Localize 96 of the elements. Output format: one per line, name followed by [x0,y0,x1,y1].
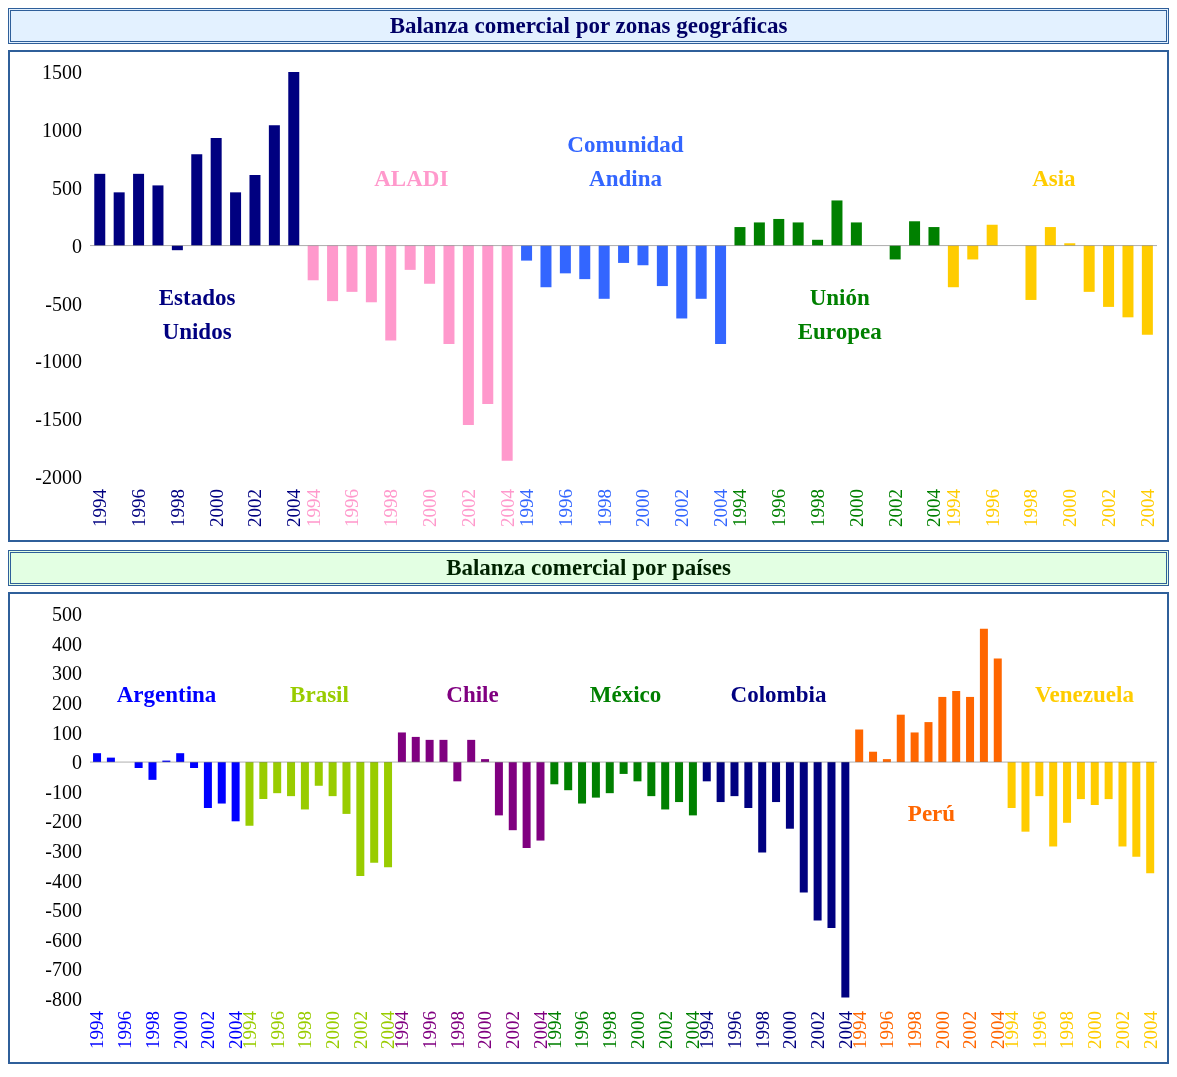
y-tick-label: 1500 [42,61,82,84]
x-tick-label: 2004 [923,488,945,527]
text: México [588,681,663,710]
x-tick-label: 1998 [141,1011,163,1049]
x-tick-label: 2000 [626,1011,648,1049]
text: Venezuela [1034,681,1135,710]
y-tick-label: -600 [45,928,82,951]
x-tick-label: 1994 [729,488,751,527]
x-tick-label: 1998 [904,1011,925,1049]
x-tick-label: 1998 [380,489,402,527]
text: Comunidad Andina [566,130,685,193]
y-tick-label: -800 [45,988,82,1011]
series-label: Estados Unidos [157,283,237,346]
x-tick-label: 1994 [516,488,537,527]
x-tick-label: 2000 [205,489,227,527]
text: Argentina [116,682,217,708]
chart-title: Balanza comercial por zonas geográficas [8,8,1169,44]
x-tick-label: 1994 [942,488,964,527]
series-label: Chile [445,681,500,710]
x-tick-label: 1996 [768,489,790,527]
x-tick-label: 2000 [322,1011,343,1049]
x-tick-label: 1996 [1028,1011,1050,1049]
y-tick-label: -2000 [35,466,82,489]
x-tick-label: 2000 [1084,1011,1106,1049]
x-tick-label: 1996 [128,489,149,527]
x-tick-label: 1994 [302,488,324,527]
x-tick-label: 2002 [1098,489,1119,527]
x-tick-label: 2000 [169,1011,191,1049]
y-tick-label: -100 [45,780,82,803]
x-tick-label: 1996 [419,1011,440,1049]
x-tick-label: 1998 [593,489,615,527]
x-tick-label: 2002 [884,489,906,527]
x-tick-label: 2000 [474,1011,496,1049]
y-tick-label: -200 [45,810,82,833]
x-tick-label: 1998 [807,489,828,527]
x-tick-label: 1998 [1020,489,1042,527]
x-tick-label: 1998 [1056,1011,1078,1049]
text: ALADI [373,164,450,193]
y-tick-label: 200 [52,691,82,714]
y-tick-label: 1000 [42,118,82,141]
x-tick-label: 1996 [266,1011,288,1049]
series-label: Perú [906,800,957,829]
x-tick-label: 1996 [341,489,363,527]
x-tick-label: 1994 [89,488,111,527]
x-tick-label: 2002 [654,1011,676,1049]
text: Colombia [729,681,828,710]
y-tick-label: -300 [45,840,82,863]
x-tick-label: 2000 [632,489,654,527]
x-tick-label: 2002 [244,489,266,527]
y-tick-label: 0 [72,751,82,774]
y-tick-label: 500 [52,603,82,626]
x-tick-label: 2002 [671,489,693,527]
y-tick-label: -500 [45,292,82,315]
x-tick-label: 2000 [845,489,867,527]
y-tick-label: -400 [45,869,82,892]
chart-title: Balanza comercial por países [8,550,1169,586]
y-tick-label: -700 [45,958,82,981]
y-tick-label: -1500 [35,408,82,431]
x-tick-label: 1998 [599,1011,621,1049]
x-tick-label: 1996 [554,489,576,527]
x-tick-label: 2002 [807,1011,828,1049]
x-tick-label: 2000 [931,1011,953,1049]
series-label: Unión Europea [796,283,883,346]
x-tick-label: 2004 [710,488,731,527]
x-tick-label: 1996 [571,1011,593,1049]
series-label: Asia [1031,164,1077,193]
x-tick-label: 2000 [779,1011,801,1049]
x-tick-label: 2002 [349,1011,371,1049]
y-tick-label: -1000 [35,350,82,373]
x-tick-label: 1998 [446,1011,468,1049]
x-tick-label: 1996 [981,489,1003,527]
x-tick-label: 1996 [876,1011,898,1049]
x-tick-label: 2002 [502,1011,524,1049]
y-tick-label: 100 [52,721,82,744]
y-tick-label: 400 [52,632,82,655]
x-tick-label: 2002 [959,1011,981,1049]
x-tick-label: 1998 [751,1011,773,1049]
x-tick-label: 1998 [166,489,188,527]
y-tick-label: 0 [72,234,82,257]
x-tick-label: 2002 [1111,1011,1133,1049]
x-tick-label: 2004 [496,488,518,527]
x-tick-label: 1996 [723,1011,745,1049]
y-tick-label: -500 [45,899,82,922]
x-tick-label: 1998 [294,1011,316,1049]
y-tick-label: 300 [52,662,82,685]
x-tick-label: 2004 [1139,1010,1161,1049]
x-tick-label: 2000 [1059,489,1081,527]
text: Brasil [289,681,350,710]
y-tick-label: 500 [52,176,82,199]
x-tick-label: 1996 [114,1011,136,1049]
x-tick-label: 2004 [283,488,305,527]
x-tick-label: 2000 [419,489,440,527]
x-tick-label: 2004 [1136,488,1158,527]
x-tick-label: 2002 [457,489,479,527]
x-tick-label: 1994 [86,1010,108,1049]
x-tick-label: 2002 [197,1011,219,1049]
